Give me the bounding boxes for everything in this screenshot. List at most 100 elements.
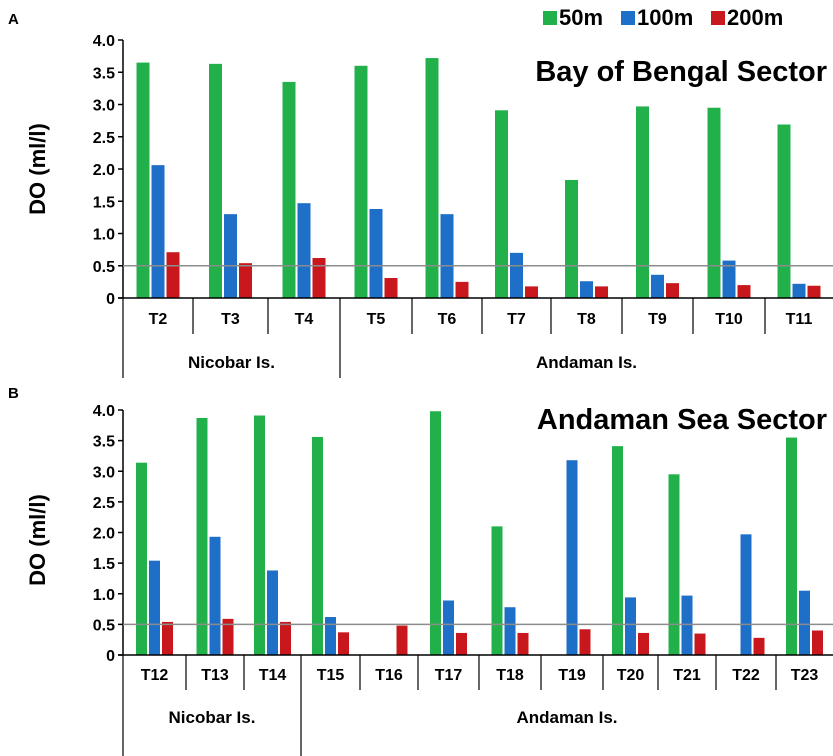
bar-T17-100m	[443, 600, 454, 655]
panel-b-y-tick-label: 1.5	[93, 556, 115, 573]
bar-T11-100m	[792, 283, 806, 298]
bar-T6-50m	[425, 58, 439, 299]
legend: 50m 100m 200m	[543, 5, 783, 30]
bar-T10-50m	[707, 107, 721, 298]
x-tick-label-T9: T9	[648, 311, 667, 328]
bar-T13-100m	[209, 536, 221, 655]
panel-b-y-tick-label: 0	[106, 648, 115, 665]
bar-T5-50m	[354, 65, 368, 298]
bar-T17-200m	[456, 632, 467, 655]
legend-swatch-100m	[621, 11, 635, 25]
bar-T21-100m	[681, 595, 693, 655]
bar-T23-200m	[812, 630, 823, 655]
bar-T9-50m	[636, 106, 649, 298]
bar-T12-100m	[149, 560, 160, 655]
panel-b-letter: B	[8, 385, 19, 402]
bar-T18-200m	[517, 632, 529, 655]
bar-T2-100m	[151, 165, 165, 298]
panel-a-y-tick-label: 1.0	[93, 227, 115, 244]
panel-b-y-tick-label: 2.5	[93, 495, 115, 512]
legend-label-50m: 50m	[559, 5, 603, 30]
x-tick-label-T20: T20	[617, 667, 645, 684]
x-tick-label-T3: T3	[221, 311, 240, 328]
x-tick-label-T14: T14	[259, 667, 287, 684]
bar-T10-200m	[737, 285, 751, 298]
panel-a-y-tick-label: 1.5	[93, 194, 115, 211]
panel-a-y-tick-label: 2.5	[93, 130, 115, 147]
legend-swatch-200m	[711, 11, 725, 25]
bar-T4-200m	[312, 258, 326, 298]
bar-T20-200m	[638, 632, 649, 655]
bar-T2-200m	[166, 252, 180, 298]
group-label-0: Nicobar Is.	[169, 708, 256, 727]
x-tick-label-T18: T18	[496, 667, 524, 684]
bar-T16-200m	[396, 625, 408, 655]
x-tick-label-T8: T8	[577, 311, 596, 328]
bar-T17-50m	[430, 411, 441, 655]
bar-T11-200m	[807, 285, 821, 298]
panel-a-y-tick-label: 0.5	[93, 259, 115, 276]
bar-T19-100m	[566, 460, 578, 655]
legend-label-100m: 100m	[637, 5, 693, 30]
bar-T7-200m	[525, 286, 538, 298]
x-tick-label-T22: T22	[732, 667, 760, 684]
panel-b-plot: 0 0.5 1.0 1.5 2.0 2.5 3.0 3.5 4.0 T12 T13 T14 T15 T16…	[93, 403, 833, 756]
x-tick-label-T15: T15	[317, 667, 345, 684]
bar-T8-100m	[580, 281, 593, 298]
bar-T15-100m	[325, 617, 336, 655]
panel-a-y-tick-label: 3.5	[93, 65, 115, 82]
bar-T21-200m	[694, 633, 706, 655]
group-label-1: Andaman Is.	[516, 708, 617, 727]
legend-label-200m: 200m	[727, 5, 783, 30]
panel-b-title: Andaman Sea Sector	[537, 404, 827, 436]
panel-a-plot: 0 0.5 1.0 1.5 2.0 2.5 3.0 3.5 4.0 T2 T3 T4 T5 T6 T7 T8 T…	[93, 33, 833, 378]
x-tick-label-T4: T4	[295, 311, 314, 328]
bar-T10-100m	[722, 260, 736, 298]
x-tick-label-T21: T21	[673, 667, 701, 684]
panel-b-ylabel: DO (ml/l)	[25, 494, 50, 586]
bar-T7-100m	[510, 252, 523, 298]
x-tick-label-T19: T19	[558, 667, 586, 684]
bar-T5-200m	[384, 278, 398, 298]
x-tick-label-T13: T13	[201, 667, 229, 684]
bar-T23-100m	[799, 590, 810, 655]
panel-a-y-tick-label: 4.0	[93, 33, 115, 50]
bar-T18-100m	[504, 607, 516, 655]
bar-T22-100m	[740, 534, 752, 655]
bar-T4-50m	[282, 81, 296, 298]
bar-T15-50m	[312, 436, 323, 655]
bar-T22-200m	[753, 637, 765, 655]
bar-T18-50m	[491, 526, 503, 655]
panel-a-ylabel: DO (ml/l)	[25, 123, 50, 215]
bar-T3-100m	[224, 214, 237, 298]
x-tick-label-T12: T12	[141, 667, 169, 684]
bar-T9-100m	[651, 274, 664, 298]
panel-b-y-tick-label: 2.0	[93, 526, 115, 543]
bar-T4-100m	[297, 203, 311, 298]
x-tick-label-T7: T7	[507, 311, 526, 328]
x-tick-label-T2: T2	[149, 311, 168, 328]
bar-T12-200m	[162, 621, 173, 655]
x-tick-label-T5: T5	[367, 311, 386, 328]
bar-T5-100m	[369, 208, 383, 298]
bar-T15-200m	[338, 632, 349, 655]
x-tick-label-T17: T17	[435, 667, 463, 684]
panel-b-y-tick-label: 3.0	[93, 464, 115, 481]
panel-a-title: Bay of Bengal Sector	[535, 56, 827, 88]
legend-swatch-50m	[543, 11, 557, 25]
panel-a-y-tick-label: 3.0	[93, 98, 115, 115]
bar-T3-200m	[239, 263, 252, 298]
panel-b-y-tick-label: 0.5	[93, 617, 115, 634]
bar-T3-50m	[209, 63, 222, 298]
bar-T14-200m	[280, 621, 291, 655]
bar-T20-50m	[612, 446, 623, 655]
bar-T12-50m	[136, 462, 147, 655]
x-tick-label-T23: T23	[791, 667, 819, 684]
panel-b-y-tick-label: 1.0	[93, 587, 115, 604]
bar-T14-50m	[254, 415, 265, 655]
x-tick-label-T6: T6	[438, 311, 457, 328]
bar-T8-50m	[565, 179, 578, 298]
panel-a-y-tick-label: 2.0	[93, 162, 115, 179]
bar-T13-50m	[196, 417, 208, 655]
